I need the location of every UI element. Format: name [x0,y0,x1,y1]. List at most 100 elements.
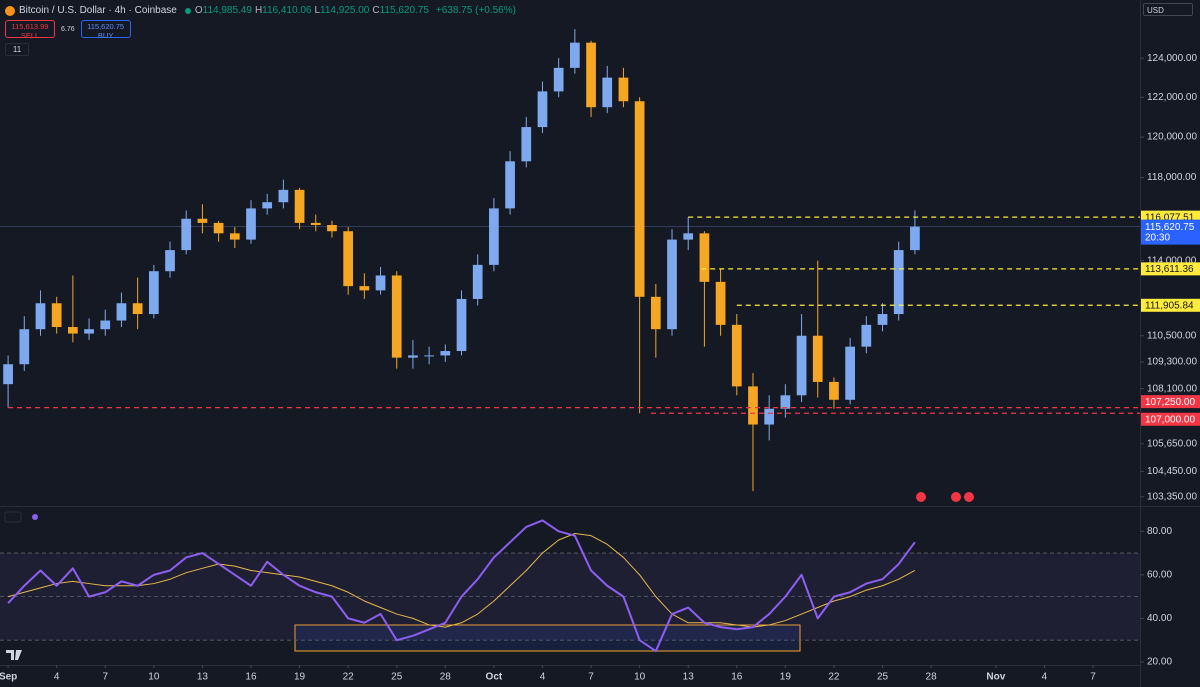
candle-body [731,324,742,387]
last-price-label: 115,620.75 [1145,222,1195,233]
y-tick-label: 120,000.00 [1147,132,1197,143]
event-flag[interactable] [951,492,961,502]
level-label: 116,077.51 [1145,212,1195,223]
candle-body [375,275,386,291]
candle-body [764,408,775,425]
ohlc-value: 115,620.75 [379,5,429,16]
y-tick-label: 118,000.00 [1147,172,1197,183]
candle-body [359,286,370,291]
indicator-icon[interactable] [32,514,38,520]
ohlc-value: 114,985.49 [202,5,252,16]
status-dot [184,7,191,14]
ohlc-key: O [194,5,203,16]
candle-body [440,351,451,356]
sell-label: SELL [20,31,40,40]
x-tick-label: 4 [1042,672,1048,683]
candle-body [294,189,305,223]
y-tick-label: 105,650.00 [1147,438,1197,449]
candle-body [391,275,402,358]
candle-body [229,233,240,240]
x-tick-label: 28 [440,672,452,683]
candle-body [796,335,807,396]
pane-collapse[interactable] [4,511,22,523]
candle-body [3,364,13,385]
x-tick-label: 10 [148,672,160,683]
x-tick-label: 13 [683,672,695,683]
x-tick-label: 7 [102,672,108,683]
x-tick-label: 25 [877,672,889,683]
candle-body [553,67,564,92]
candle-body [910,226,920,251]
level-label: 107,000.00 [1145,414,1195,425]
x-tick-label: 19 [294,672,306,683]
y-tick-label: 108,100.00 [1147,383,1197,394]
x-tick-label: 16 [731,672,743,683]
y-tick-label: 124,000.00 [1147,53,1197,64]
ohlc-key: L [314,5,321,16]
x-tick-label: 19 [780,672,792,683]
candle-body [51,303,62,328]
x-tick-label: Nov [986,672,1005,683]
candle-body [845,346,855,400]
candle-body [343,231,354,287]
ohlc-key: C [372,5,380,16]
buy-price: 115,620.75 [87,22,125,31]
candle-body [505,161,515,209]
change: +638.75 (+0.56%) [435,5,516,16]
level-label-box [1141,262,1200,276]
y-tick-label: 40.00 [1147,613,1172,624]
event-flag[interactable] [916,492,926,502]
event-flags [916,492,974,502]
x-tick-label: 28 [926,672,938,683]
candle-body [165,250,175,272]
candle-body [893,250,904,315]
currency[interactable]: USD [1143,3,1193,16]
candle-body [780,395,791,409]
indicator-count[interactable]: 11 [5,43,29,56]
last-price-box [1141,219,1200,245]
sell-button[interactable]: 115,613.99 SELL [5,20,55,40]
candle-body [829,381,839,400]
countdown: 20:30 [1145,232,1170,243]
x-tick-label: 25 [391,672,403,683]
y-tick-label: 104,450.00 [1147,466,1197,477]
candle-body [310,222,321,225]
candle-body [537,91,548,128]
event-flag[interactable] [964,492,974,502]
candle-body [683,233,694,240]
header: Bitcoin / U.S. Dollar · 4h · Coinbase O1… [5,4,519,56]
y-tick-label: 110,500.00 [1147,330,1197,341]
candle-body [408,355,418,358]
ohlc: O114,985.49 H116,410.06 L114,925.00 C115,62… [195,5,432,16]
x-tick-label: 22 [828,672,840,683]
sell-price: 115,613.99 [11,22,49,31]
rsi-line [7,519,916,653]
x-tick-label: Oct [486,672,503,683]
symbol[interactable]: Bitcoin / U.S. Dollar · 4h · Coinbase [19,5,177,16]
y-tick-label: 20.00 [1147,657,1172,668]
level-label-box [1141,395,1200,409]
candle-body [262,202,273,209]
x-tick-label: 7 [588,672,594,683]
candle-body [116,303,127,321]
candle-body [456,298,467,352]
candle-body [812,335,823,382]
buy-label: BUY [97,31,114,40]
candle-body [181,218,192,251]
candle-body [84,329,94,334]
candle-body [327,224,337,232]
candle-body [748,386,758,425]
candles [3,29,920,492]
y-tick-label: 109,300.00 [1147,357,1197,368]
candle-body [634,101,645,297]
y-tick-label: 122,000.00 [1147,92,1197,103]
candle-body [278,189,289,203]
ohlc-key: H [254,5,263,16]
x-tick-label: 22 [343,672,355,683]
candle-body [570,42,580,68]
candle-body [132,303,143,315]
buy-button[interactable]: 115,620.75 BUY [80,20,131,40]
